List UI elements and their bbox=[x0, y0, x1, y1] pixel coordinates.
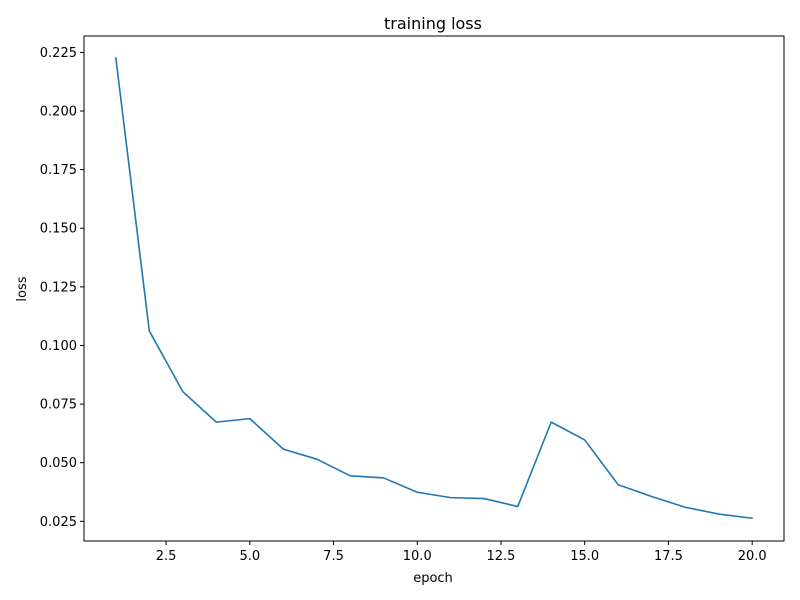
y-tick-label: 0.200 bbox=[40, 105, 77, 120]
y-tick-label: 0.175 bbox=[40, 163, 77, 178]
y-tick-label: 0.150 bbox=[40, 222, 77, 237]
x-tick-label: 17.5 bbox=[654, 549, 683, 564]
x-axis: 2.5 5.0 7.5 10.0 12.5 15.0 17.5 20.0 bbox=[156, 541, 767, 564]
y-tick-label: 0.225 bbox=[40, 46, 77, 61]
x-tick-label: 5.0 bbox=[239, 549, 260, 564]
y-tick-label: 0.075 bbox=[40, 398, 77, 413]
y-tick-label: 0.050 bbox=[40, 456, 77, 471]
x-tick-label: 7.5 bbox=[323, 549, 344, 564]
loss-series-line bbox=[115, 56, 753, 520]
y-tick-label: 0.025 bbox=[40, 515, 77, 530]
x-tick-label: 10.0 bbox=[403, 549, 432, 564]
x-tick-label: 20.0 bbox=[738, 549, 767, 564]
x-tick-label: 2.5 bbox=[156, 549, 177, 564]
x-tick-label: 12.5 bbox=[487, 549, 516, 564]
y-axis-title: loss bbox=[15, 276, 30, 301]
chart-title: training loss bbox=[384, 14, 482, 33]
x-tick-label: 15.0 bbox=[570, 549, 599, 564]
y-tick-label: 0.100 bbox=[40, 339, 77, 354]
y-tick-label: 0.125 bbox=[40, 280, 77, 295]
y-axis: 0.025 0.050 0.075 0.100 0.125 0.150 0.175 0.200… bbox=[40, 46, 84, 530]
plot-frame bbox=[83, 35, 785, 542]
x-axis-title: epoch bbox=[413, 571, 453, 586]
plot-area bbox=[115, 56, 753, 520]
